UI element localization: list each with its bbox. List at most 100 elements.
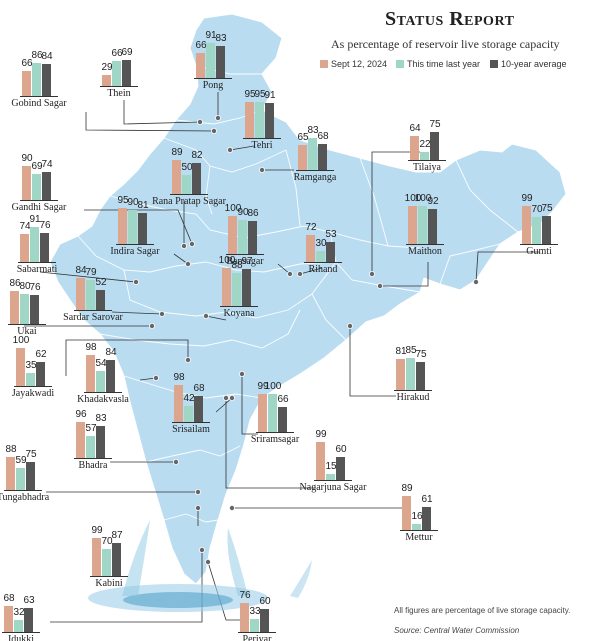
value-label: 75 <box>25 448 37 460</box>
bar-baseline <box>406 244 444 245</box>
value-label: 75 <box>541 202 553 214</box>
bar-last-year <box>232 272 241 306</box>
value-label: 85 <box>405 344 417 356</box>
location-dot-sardar-sarovar <box>158 310 165 317</box>
value-label: 84 <box>105 347 117 359</box>
location-dot-tehri <box>226 146 233 153</box>
reservoir-name: Ramganga <box>293 172 337 183</box>
value-label: 90 <box>237 206 249 218</box>
value-label: 53 <box>325 228 337 240</box>
bar-last-year <box>102 549 111 576</box>
bar-last-year <box>308 138 317 170</box>
bar-10-year-avg <box>30 295 39 324</box>
location-dot-gumti <box>472 278 479 285</box>
value-label: 63 <box>23 595 35 607</box>
bar-10-year-avg <box>260 609 269 632</box>
value-label: 80 <box>19 280 31 292</box>
value-label: 91 <box>29 214 41 226</box>
value-label: 76 <box>239 590 251 602</box>
bar-baseline <box>116 244 154 245</box>
value-label: 75 <box>415 348 427 360</box>
bar-sept-2024 <box>258 394 267 432</box>
legend-label: Sept 12, 2024 <box>331 59 388 69</box>
location-dot-thein <box>196 119 203 126</box>
reservoir-name: Tungabhadra <box>0 492 50 503</box>
bar-10-year-avg <box>430 131 439 160</box>
value-label: 83 <box>307 125 319 137</box>
location-dot-ramganga <box>258 166 265 173</box>
bar-sept-2024 <box>396 359 405 390</box>
reservoir-name: Sardar Sarovar <box>63 312 123 323</box>
bar-10-year-avg <box>26 461 35 490</box>
location-dot-srisailam <box>228 394 235 401</box>
reservoir-name: Khadakvasla <box>77 394 129 405</box>
bar-last-year <box>86 279 95 310</box>
reservoir-name: Tehri <box>251 140 273 151</box>
bar-10-year-avg <box>36 362 45 386</box>
reservoir-name: Pong <box>202 80 224 91</box>
bar-baseline <box>2 632 40 633</box>
leader-line-tilaiya <box>371 151 420 274</box>
value-label: 95 <box>117 194 129 206</box>
bar-baseline <box>408 160 446 161</box>
bar-10-year-avg <box>542 215 551 244</box>
reservoir-name: Indira Sagar <box>110 246 160 257</box>
state-borders <box>77 65 519 523</box>
bar-sept-2024 <box>298 145 307 170</box>
bar-last-year <box>418 206 427 244</box>
bar-sept-2024 <box>240 603 249 632</box>
value-label: 82 <box>191 149 203 161</box>
value-label: 98 <box>173 371 185 383</box>
value-label: 88 <box>231 259 243 271</box>
value-label: 66 <box>277 393 289 405</box>
value-label: 52 <box>95 277 107 289</box>
bar-baseline <box>400 530 438 531</box>
value-label: 60 <box>259 596 271 608</box>
value-label: 83 <box>215 33 227 45</box>
bar-sept-2024 <box>174 384 183 422</box>
value-label: 60 <box>335 444 347 456</box>
location-dot-khadakvasla <box>152 374 159 381</box>
source-note: Source: Central Water Commission <box>394 626 520 635</box>
bar-last-year <box>316 250 325 262</box>
value-label: 75 <box>429 118 441 130</box>
bar-baseline <box>226 254 264 255</box>
value-label: 66 <box>195 39 207 51</box>
reservoir-name: Hirakud <box>396 392 430 403</box>
value-label: 99 <box>521 193 533 205</box>
bar-10-year-avg <box>428 209 437 244</box>
bar-group: 95 90 81 <box>116 195 154 245</box>
reservoir-name: Gumti <box>526 246 552 257</box>
bar-group: 90 69 74 <box>20 152 58 201</box>
value-label: 59 <box>15 454 27 466</box>
location-dot-kabini <box>194 504 201 511</box>
value-label: 79 <box>85 266 97 278</box>
value-label: 62 <box>35 349 47 361</box>
value-label: 86 <box>31 50 43 62</box>
value-label: 69 <box>121 46 133 58</box>
bar-baseline <box>74 310 112 311</box>
reservoir-name: Sriramsagar <box>250 434 300 445</box>
bar-sept-2024 <box>410 135 419 160</box>
bar-last-year <box>326 474 335 480</box>
bar-baseline <box>74 458 112 459</box>
location-dot-bansagar <box>286 270 293 277</box>
bar-group: 96 57 83 <box>74 409 112 459</box>
reservoir-name: Nagarjuna Sagar <box>299 482 367 493</box>
leader-line-thein <box>123 100 201 125</box>
bar-baseline <box>238 632 276 633</box>
bar-baseline <box>394 390 432 391</box>
bar-group: 100 88 97 <box>219 256 258 307</box>
reservoir-name: Koyana <box>223 308 255 319</box>
location-dot-rihand <box>296 270 303 277</box>
leader-line-srisailam <box>215 397 233 413</box>
value-label: 15 <box>325 461 337 473</box>
splash-decoration <box>88 520 312 612</box>
leader-line-hirakud <box>349 326 396 397</box>
value-label: 64 <box>409 122 421 134</box>
value-label: 100 <box>264 381 282 392</box>
bar-group: 29 66 69 <box>100 38 138 87</box>
location-dot-periyar <box>204 559 211 566</box>
leader-line-koyana <box>205 315 227 321</box>
